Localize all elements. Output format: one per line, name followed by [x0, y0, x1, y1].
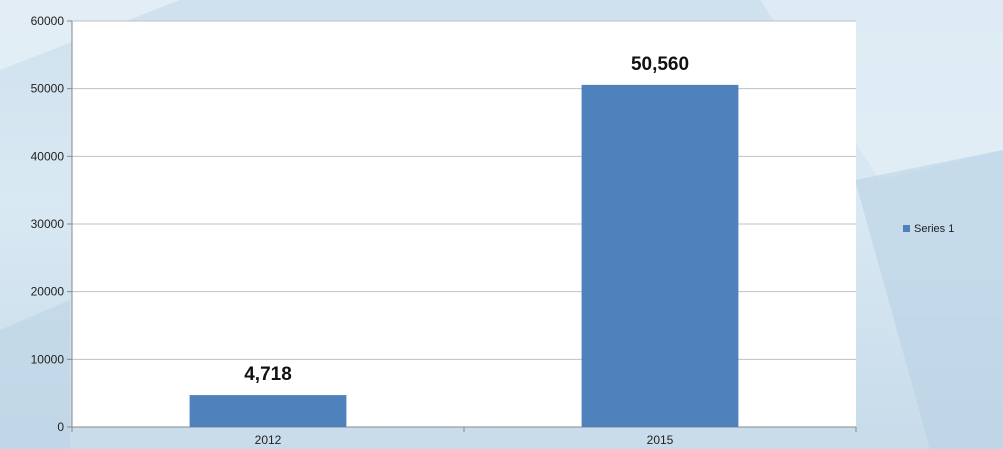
background-shape — [0, 300, 70, 449]
y-tick-label: 10000 — [31, 352, 65, 366]
bars — [189, 84, 739, 428]
y-tick-label: 20000 — [31, 285, 65, 299]
legend: Series 1 — [903, 223, 954, 235]
y-tick-label: 60000 — [31, 14, 65, 28]
data-labels: 4,718 50,560 — [244, 54, 689, 385]
background-shape — [855, 150, 1003, 449]
legend-label-series-1: Series 1 — [914, 223, 954, 235]
x-axis — [71, 427, 857, 432]
bar-2015 — [581, 84, 739, 428]
data-label-2015: 50,560 — [631, 54, 689, 75]
legend-swatch-series-1 — [903, 225, 910, 232]
x-tick-label: 2015 — [647, 433, 674, 447]
y-tick-label: 0 — [57, 420, 64, 434]
y-tick-label: 40000 — [31, 149, 65, 163]
x-axis-tick-labels: 2012 2015 — [255, 433, 674, 447]
bar-2012 — [189, 395, 347, 427]
y-axis-tick-labels: 0 10000 20000 30000 40000 50000 60000 — [31, 14, 65, 434]
y-tick-label: 30000 — [31, 217, 65, 231]
x-tick-label: 2012 — [255, 433, 282, 447]
y-tick-label: 50000 — [31, 82, 65, 96]
data-label-2012: 4,718 — [244, 364, 292, 385]
